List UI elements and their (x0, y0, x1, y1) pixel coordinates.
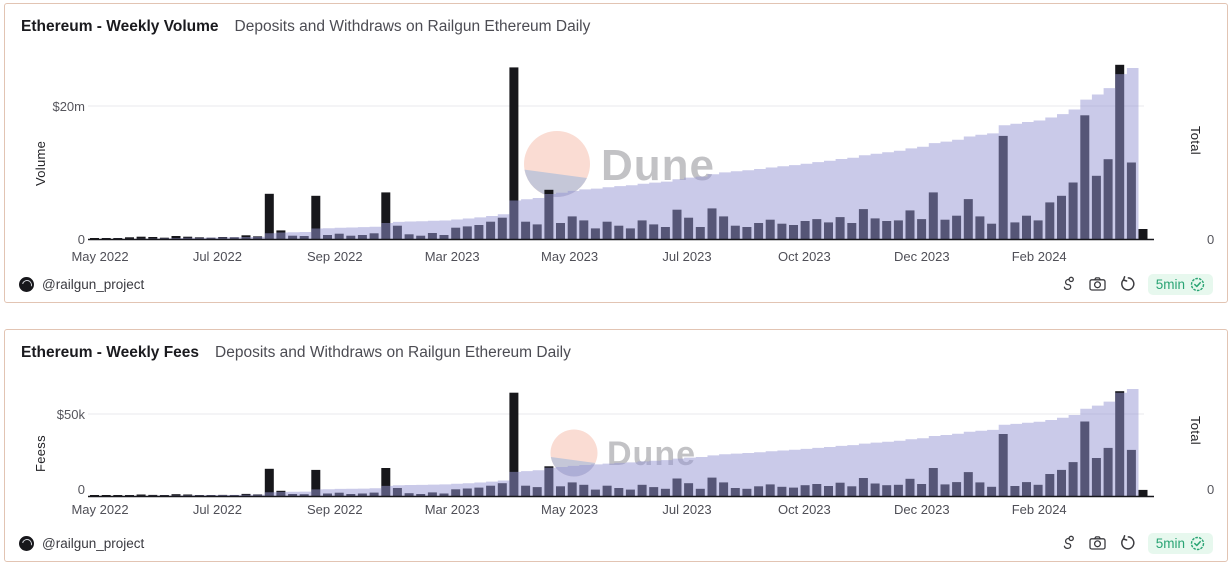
chart-header: Ethereum - Weekly Fees Deposits and Withd… (21, 344, 1211, 362)
refresh-interval-badge[interactable]: 5min (1147, 532, 1213, 554)
chart-subtitle: Deposits and Withdraws on Railgun Ethere… (215, 344, 571, 361)
y-axis-title: Volume (33, 140, 48, 186)
x-axis-tick-label: Mar 2023 (424, 249, 480, 264)
refresh-interval-label: 5min (1155, 535, 1185, 551)
footer-tools: 5min (1060, 273, 1213, 295)
railgun-avatar[interactable] (19, 535, 34, 551)
x-axis-tick-label: Oct 2023 (778, 249, 831, 264)
refresh-interval-label: 5min (1155, 276, 1185, 292)
fork-icon[interactable] (1060, 535, 1076, 551)
volume-chart-plot: Dune (88, 64, 1154, 241)
x-axis-tick-label: May 2022 (71, 249, 129, 264)
refresh-interval-badge[interactable]: 5min (1147, 273, 1213, 295)
x-axis: May 2022 Jul 2022 Sep 2022 Mar 2023 May 2023… (71, 249, 1158, 267)
x-axis-tick-label: Jul 2022 (192, 502, 242, 517)
chart-header: Ethereum - Weekly Volume Deposits and Wit… (21, 18, 1211, 36)
y-axis-tick-top: $50k (56, 407, 85, 422)
x-axis-tick-label: Feb 2024 (1011, 249, 1067, 264)
chart-footer: @railgun_project 5min (5, 266, 1227, 302)
right-axis-title: Total (1188, 416, 1203, 445)
chart-title[interactable]: Ethereum - Weekly Volume (21, 18, 219, 35)
x-axis-tick-label: Jul 2023 (662, 249, 712, 264)
weekly-fees-panel: Ethereum - Weekly Fees Deposits and Withd… (4, 329, 1228, 562)
x-axis-tick-label: Dec 2023 (893, 249, 950, 264)
chart-title[interactable]: Ethereum - Weekly Fees (21, 344, 200, 361)
right-axis-title: Total (1188, 126, 1203, 155)
fees-chart-plot: Dune (88, 389, 1154, 498)
x-axis-tick-label: Jul 2022 (192, 249, 242, 264)
camera-icon[interactable] (1089, 535, 1106, 551)
check-seal-icon (1190, 277, 1205, 291)
x-axis-tick-label: Sep 2022 (306, 249, 363, 264)
x-axis-tick-label: Jul 2023 (662, 502, 712, 517)
x-axis-tick-label: May 2022 (71, 502, 129, 517)
y-axis-tick-zero: 0 (77, 482, 85, 497)
camera-icon[interactable] (1089, 276, 1106, 292)
right-axis-tick-zero: 0 (1207, 482, 1215, 497)
fork-icon[interactable] (1060, 276, 1076, 292)
refresh-icon[interactable] (1119, 276, 1135, 292)
x-axis-tick-label: May 2023 (541, 502, 599, 517)
x-axis-tick-label: Feb 2024 (1011, 502, 1067, 517)
x-axis-tick-label: Sep 2022 (306, 502, 363, 517)
footer-tools: 5min (1060, 532, 1213, 554)
x-axis-tick-label: Dec 2023 (893, 502, 950, 517)
author-handle[interactable]: @railgun_project (42, 276, 145, 292)
x-axis-tick-label: Oct 2023 (778, 502, 831, 517)
y-axis-tick-top: $20m (52, 99, 85, 114)
x-axis: May 2022 Jul 2022 Sep 2022 Mar 2023 May 2023… (71, 502, 1158, 520)
x-axis-tick-label: May 2023 (541, 249, 599, 264)
weekly-volume-panel: Ethereum - Weekly Volume Deposits and Wit… (4, 3, 1228, 303)
author-handle[interactable]: @railgun_project (42, 535, 145, 551)
x-axis-tick-label: Mar 2023 (424, 502, 480, 517)
chart-subtitle: Deposits and Withdraws on Railgun Ethere… (234, 18, 591, 35)
right-axis-tick-zero: 0 (1207, 232, 1215, 247)
check-seal-icon (1190, 536, 1205, 550)
chart-footer: @railgun_project 5min (5, 525, 1227, 561)
railgun-avatar[interactable] (19, 276, 34, 292)
y-axis-tick-zero: 0 (77, 232, 85, 247)
refresh-icon[interactable] (1119, 535, 1135, 551)
